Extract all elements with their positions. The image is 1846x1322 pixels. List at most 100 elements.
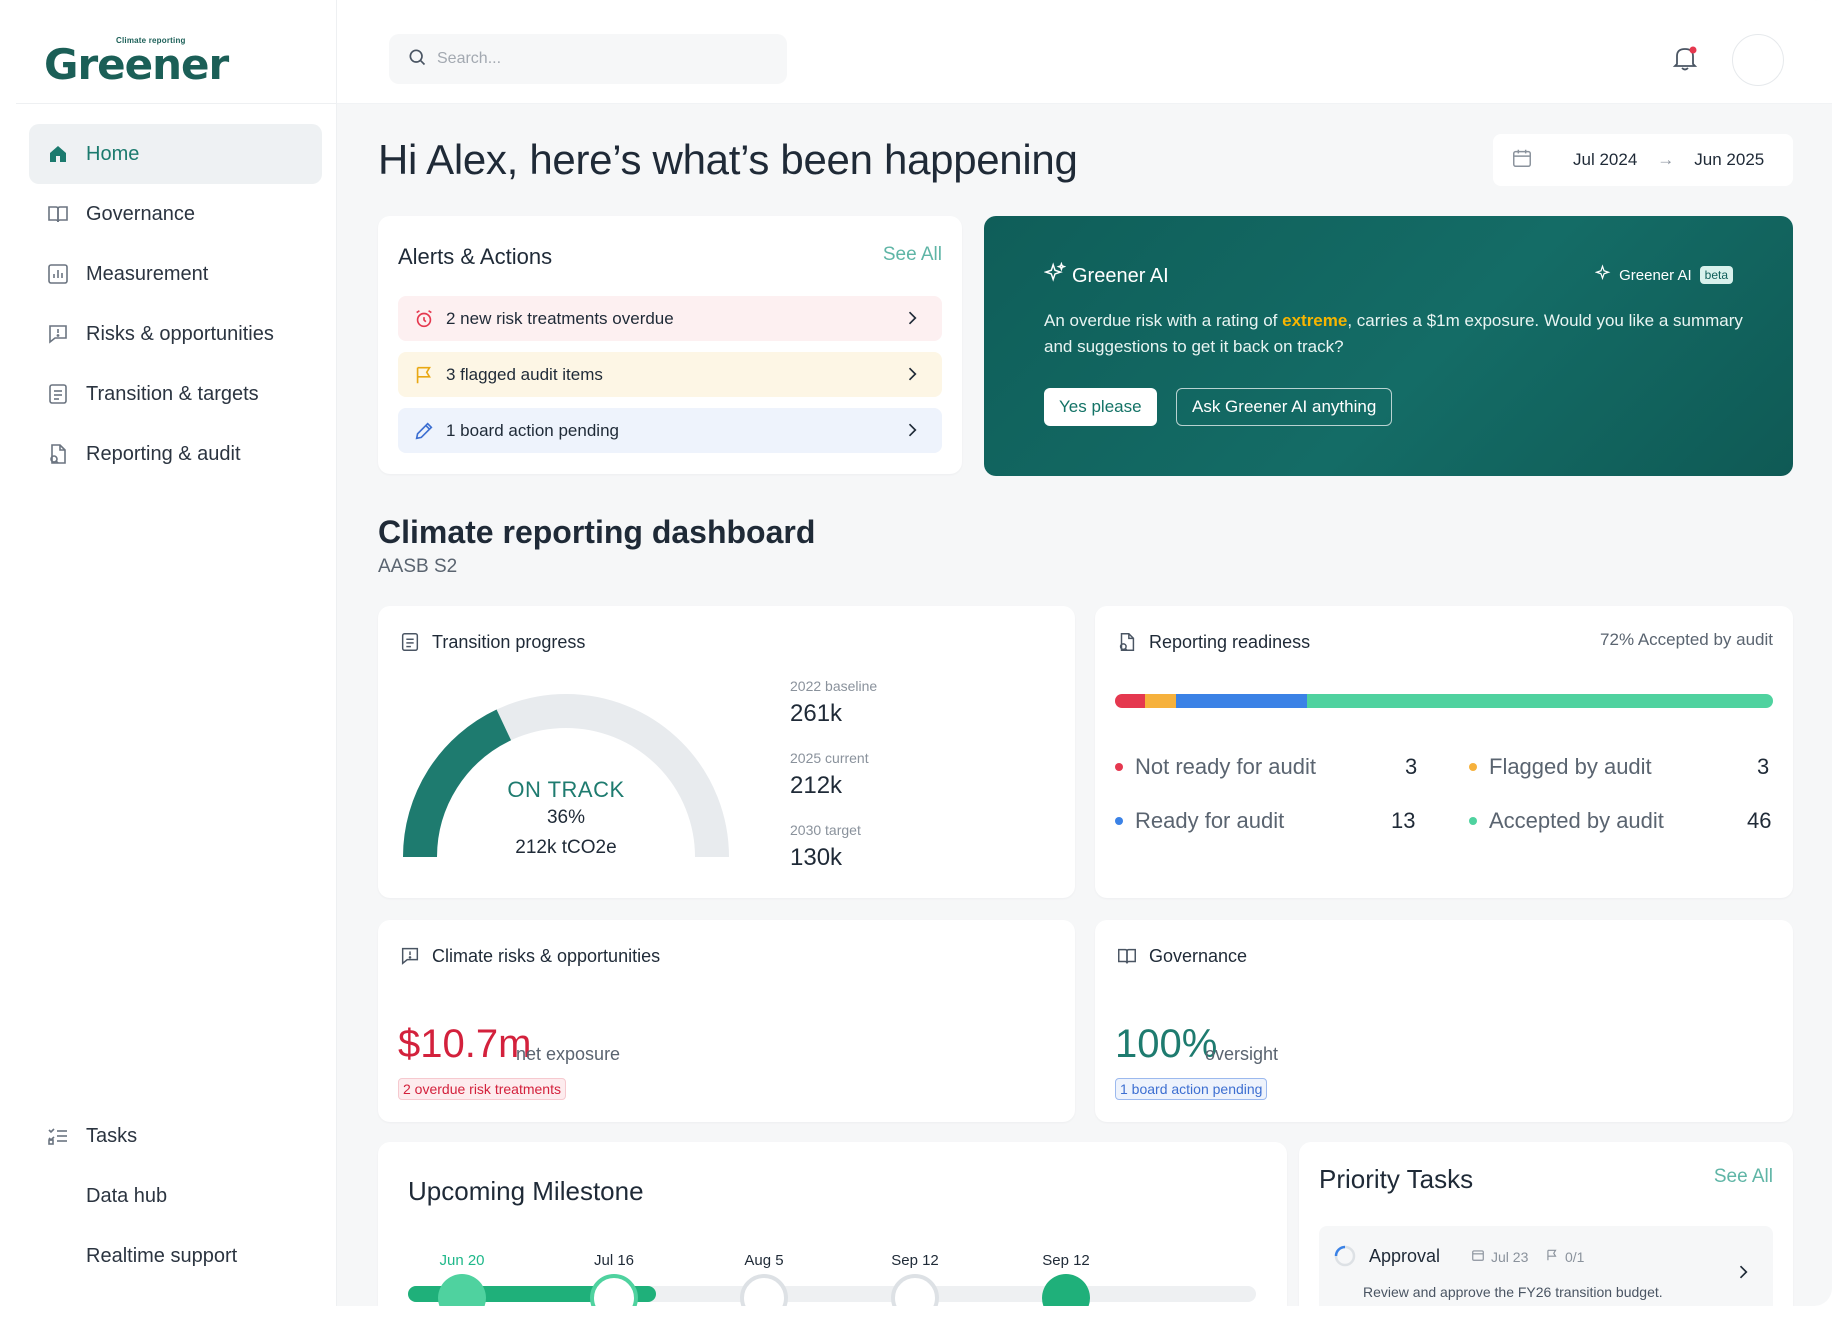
beta-badge: beta — [1699, 266, 1733, 284]
top-header: Search... — [337, 0, 1832, 104]
stat-baseline: 2022 baseline 261k — [790, 678, 877, 728]
sidebar-item-measurement[interactable]: Measurement — [29, 244, 322, 304]
alarm-clock-icon — [412, 307, 436, 331]
ask-ai-button[interactable]: Ask Greener AI anything — [1176, 388, 1393, 426]
calendar-icon — [1511, 147, 1533, 174]
alert-label: 3 flagged audit items — [446, 364, 603, 384]
yes-please-button[interactable]: Yes please — [1044, 388, 1157, 426]
card-header: Climate risks & opportunities — [398, 944, 660, 968]
legend-count: 3 — [1757, 754, 1770, 779]
search-input[interactable]: Search... — [389, 34, 787, 84]
milestone-date: Jun 20 — [439, 1252, 485, 1269]
sidebar-item-tasks[interactable]: Tasks — [29, 1106, 322, 1166]
card-header: Governance — [1115, 944, 1247, 968]
climate-risks-card[interactable]: Climate risks & opportunities $10.7m net… — [378, 920, 1075, 1122]
sidebar-item-data-hub[interactable]: Data hub — [29, 1166, 322, 1226]
chevron-right-icon — [1733, 1262, 1753, 1287]
milestone-node[interactable] — [891, 1274, 939, 1306]
priority-tasks-title: Priority Tasks — [1319, 1164, 1474, 1194]
search-icon — [407, 47, 427, 72]
chevron-right-icon — [902, 308, 922, 333]
arrow-right-icon: → — [1657, 150, 1675, 169]
flag-icon — [1545, 1248, 1559, 1265]
ai-message: An overdue risk with a rating of extreme… — [1044, 308, 1744, 360]
date-range-picker[interactable]: Jul 2024 → Jun 2025 — [1493, 134, 1793, 186]
priority-tasks-card: Priority Tasks See All Approval Jul 23 — [1299, 1142, 1793, 1306]
card-title: Reporting readiness — [1149, 631, 1311, 652]
stat-value: 130k — [790, 844, 843, 871]
brand-logo[interactable]: Climate reporting Greener — [44, 36, 229, 89]
sidebar-item-realtime-support[interactable]: Realtime support — [29, 1226, 322, 1286]
sidebar-nav: Home Governance Measurement Risks & oppo… — [29, 124, 322, 484]
chevron-right-icon — [902, 420, 922, 445]
task-date-text: Jul 23 — [1491, 1248, 1529, 1265]
sidebar-item-home[interactable]: Home — [29, 124, 322, 184]
governance-card[interactable]: Governance 100% oversight 1 board action… — [1095, 920, 1793, 1122]
gauge-fill — [403, 709, 512, 858]
readiness-stacked-bar — [1115, 694, 1773, 708]
alert-item[interactable]: 2 new risk treatments overdue — [398, 296, 942, 341]
sidebar-item-label: Data hub — [86, 1184, 168, 1207]
task-name: Approval — [1369, 1246, 1441, 1266]
sidebar: Climate reporting Greener Home Governanc… — [0, 0, 337, 1306]
card-title: Governance — [1149, 945, 1248, 966]
oversight-label: oversight — [1205, 1044, 1279, 1064]
alerts-see-all-link[interactable]: See All — [882, 244, 942, 265]
sidebar-item-label: Measurement — [86, 262, 209, 285]
task-progress-text: 0/1 — [1565, 1248, 1585, 1265]
oversight-value: 100% — [1115, 1022, 1218, 1066]
milestone-node-flag[interactable] — [1042, 1274, 1090, 1306]
gauge-status: ON TRACK — [507, 777, 625, 802]
legend-dot — [1469, 763, 1477, 771]
alerts-title: Alerts & Actions — [398, 244, 553, 269]
avatar[interactable] — [1732, 34, 1784, 86]
brand-name: Greener — [44, 40, 229, 89]
legend-label: Flagged by audit — [1489, 754, 1652, 779]
sidebar-item-label: Reporting & audit — [86, 442, 241, 465]
file-search-icon — [44, 440, 72, 468]
alert-item[interactable]: 3 flagged audit items — [398, 352, 942, 397]
alert-label: 2 new risk treatments overdue — [446, 308, 674, 328]
ai-badge-label: Greener AI — [1619, 266, 1692, 284]
sidebar-item-reporting[interactable]: Reporting & audit — [29, 424, 322, 484]
tasks-list-icon — [44, 1122, 72, 1150]
stat-label: 2030 target — [790, 822, 861, 838]
milestone-node[interactable] — [740, 1274, 788, 1306]
task-description: Review and approve the FY26 transition b… — [1363, 1284, 1663, 1300]
task-item[interactable]: Approval Jul 23 0/1 Review and approve t… — [1319, 1226, 1773, 1306]
alerts-card: Alerts & Actions See All 2 new risk trea… — [378, 216, 962, 474]
legend-ready: Ready for audit — [1115, 808, 1284, 834]
stat-value: 212k — [790, 772, 843, 799]
ai-badge: Greener AI beta — [1594, 264, 1733, 286]
pencil-icon — [412, 419, 436, 443]
milestone-date: Aug 5 — [744, 1252, 784, 1269]
reporting-readiness-card[interactable]: Reporting readiness 72% Accepted by audi… — [1095, 606, 1793, 898]
sidebar-item-risks[interactable]: Risks & opportunities — [29, 304, 322, 364]
stat-value: 261k — [790, 700, 843, 727]
ai-message-highlight: extreme — [1282, 311, 1348, 330]
ai-title-text: Greener AI — [1072, 264, 1169, 287]
gauge-percent: 36% — [546, 807, 586, 828]
transition-progress-card[interactable]: Transition progress ON TRACK 36% 212k tC… — [378, 606, 1075, 898]
priority-see-all-link[interactable]: See All — [1713, 1166, 1773, 1187]
task-progress: 0/1 — [1545, 1248, 1584, 1265]
bar-chart-icon — [44, 260, 72, 288]
notifications-bell-icon[interactable] — [1667, 40, 1703, 76]
legend-accepted: Accepted by audit — [1469, 808, 1664, 834]
calendar-icon — [1471, 1248, 1485, 1265]
milestone-node-current[interactable] — [590, 1274, 638, 1306]
sidebar-divider — [16, 103, 336, 104]
sidebar-item-transition[interactable]: Transition & targets — [29, 364, 322, 424]
sidebar-item-governance[interactable]: Governance — [29, 184, 322, 244]
alert-item[interactable]: 1 board action pending — [398, 408, 942, 453]
board-action-tag[interactable]: 1 board action pending — [1115, 1078, 1268, 1100]
file-search-icon — [1115, 630, 1139, 654]
overdue-treatments-tag[interactable]: 2 overdue risk treatments — [398, 1078, 566, 1100]
milestone-node-done[interactable] — [438, 1274, 486, 1306]
stat-label: 2025 current — [790, 750, 869, 766]
progress-gauge: ON TRACK 36% 212k tCO2e — [396, 681, 736, 871]
sparkles-icon — [1594, 264, 1613, 286]
card-title: Transition progress — [432, 631, 586, 652]
sidebar-item-label: Realtime support — [86, 1244, 238, 1267]
readiness-bar-segment — [1115, 694, 1146, 708]
